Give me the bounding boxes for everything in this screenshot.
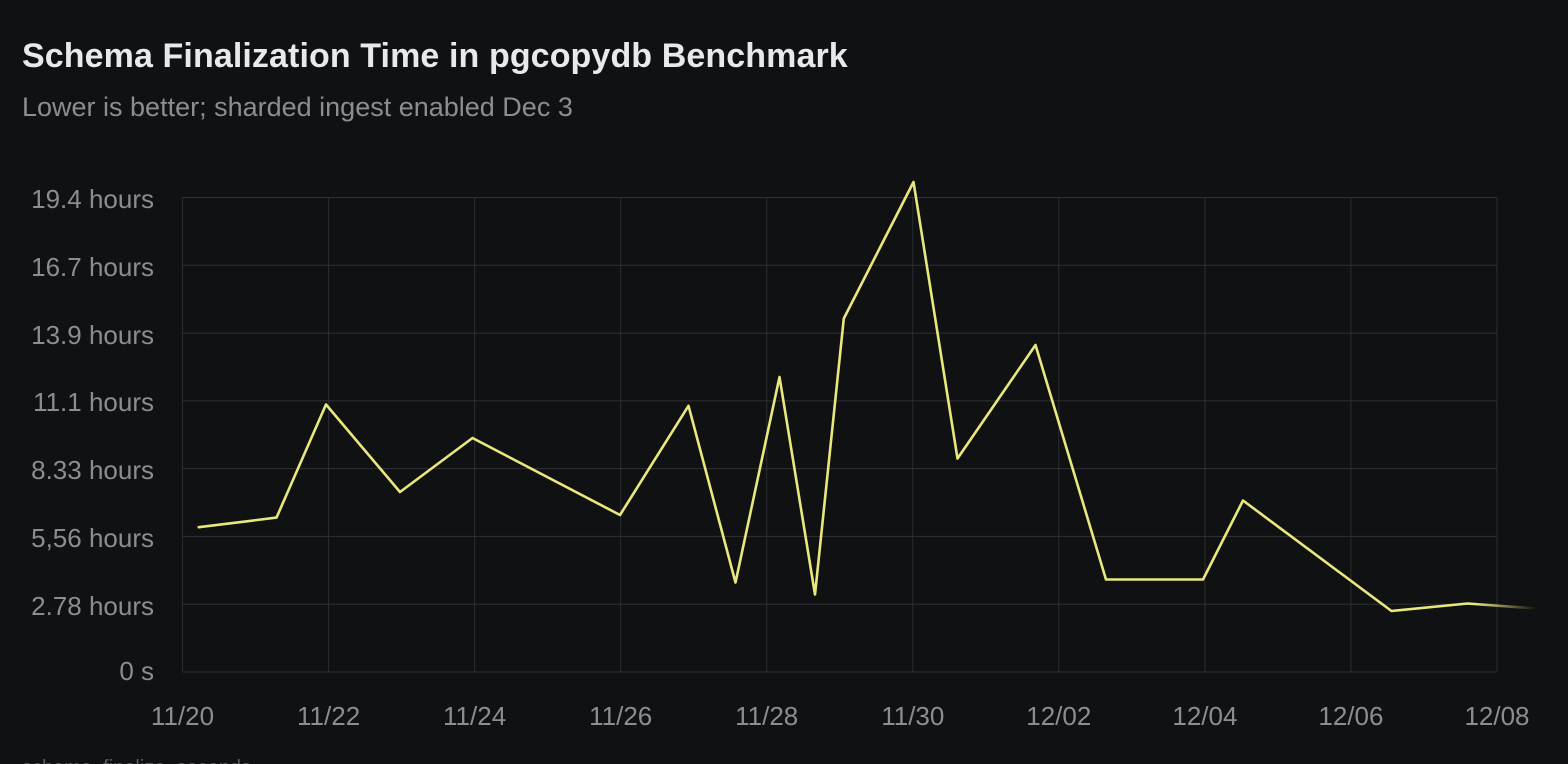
svg-text:12/08: 12/08 (1464, 701, 1529, 731)
svg-text:16.7 hours: 16.7 hours (31, 252, 154, 282)
svg-text:11/20: 11/20 (151, 701, 214, 731)
svg-text:11/30: 11/30 (881, 701, 944, 731)
svg-text:11/22: 11/22 (297, 701, 360, 731)
svg-text:11.1 hours: 11.1 hours (33, 387, 154, 417)
svg-text:11/24: 11/24 (443, 701, 506, 731)
svg-text:11/28: 11/28 (735, 701, 798, 731)
svg-text:8.33 hours: 8.33 hours (31, 455, 154, 485)
svg-text:12/04: 12/04 (1172, 701, 1237, 731)
svg-text:0 s: 0 s (119, 656, 154, 686)
svg-text:5,56 hours: 5,56 hours (31, 523, 154, 553)
svg-text:19.4 hours: 19.4 hours (31, 184, 154, 214)
svg-text:12/02: 12/02 (1026, 701, 1091, 731)
svg-text:12/06: 12/06 (1318, 701, 1383, 731)
svg-text:2.78 hours: 2.78 hours (31, 591, 154, 621)
svg-text:13.9 hours: 13.9 hours (31, 320, 154, 350)
svg-text:11/26: 11/26 (589, 701, 652, 731)
